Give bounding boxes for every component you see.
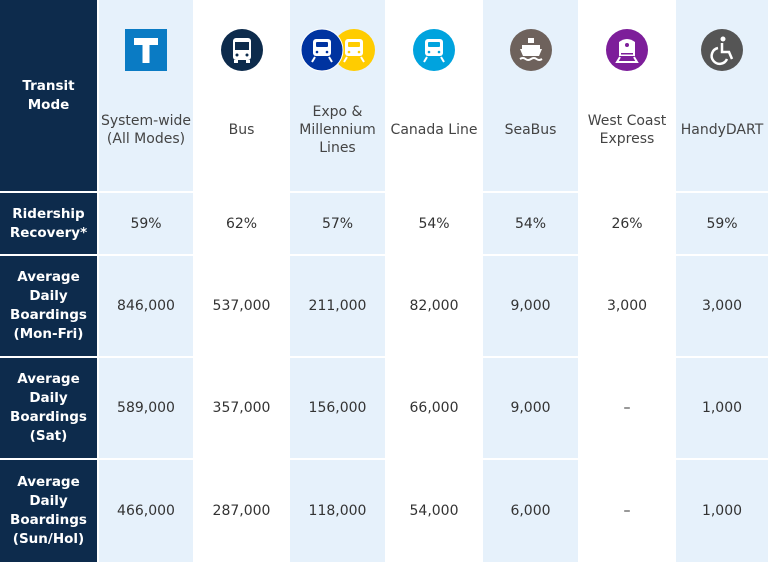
table-row: Average Daily Boardings (Sun/Hol) 466,000… xyxy=(0,459,768,564)
transit-mode-header: Transit Mode xyxy=(0,0,99,193)
row-label: Average Daily Boardings (Sun/Hol) xyxy=(0,459,99,564)
table-cell: 82,000 xyxy=(385,255,483,358)
table-cell: – xyxy=(578,357,676,460)
table-cell: 54% xyxy=(385,192,483,256)
column-header: System-wide (All Modes) xyxy=(98,0,193,193)
table-cell: 26% xyxy=(578,192,676,256)
ferry-icon xyxy=(483,28,578,72)
column-header: West Coast Express xyxy=(578,0,676,193)
table-cell: 59% xyxy=(98,192,193,256)
column-name: System-wide (All Modes) xyxy=(100,113,192,147)
table-cell: 59% xyxy=(676,192,768,256)
column-name: Canada Line xyxy=(390,122,478,138)
train-icon xyxy=(385,28,483,72)
table-cell: 57% xyxy=(290,192,385,256)
table-cell: 211,000 xyxy=(290,255,385,358)
column-name: Expo & Millennium Lines xyxy=(299,104,376,156)
table-cell: 357,000 xyxy=(193,357,290,460)
row-label: Ridership Recovery* xyxy=(0,192,99,256)
column-header: HandyDART xyxy=(676,0,768,193)
row-label: Average Daily Boardings (Mon-Fri) xyxy=(0,255,99,358)
wheelchair-icon xyxy=(676,28,768,72)
column-name: HandyDART xyxy=(680,122,764,138)
table-row: Average Daily Boardings (Mon-Fri) 846,000… xyxy=(0,255,768,358)
column-header: SeaBus xyxy=(483,0,578,193)
table-cell: – xyxy=(578,459,676,564)
table-cell: 9,000 xyxy=(483,255,578,358)
table-cell: 6,000 xyxy=(483,459,578,564)
table-cell: 1,000 xyxy=(676,459,768,564)
table-cell: 54,000 xyxy=(385,459,483,564)
column-header: Expo & Millennium Lines xyxy=(290,0,385,193)
table-cell: 537,000 xyxy=(193,255,290,358)
table-cell: 3,000 xyxy=(578,255,676,358)
column-name: Bus xyxy=(228,122,255,138)
table-row: Ridership Recovery* 59% 62% 57% 54% 54% 26% 59% xyxy=(0,192,768,256)
bus-icon xyxy=(193,28,290,72)
table-cell: 156,000 xyxy=(290,357,385,460)
table-row: Average Daily Boardings (Sat) 589,000 357,… xyxy=(0,357,768,460)
table-cell: 118,000 xyxy=(290,459,385,564)
table-cell: 62% xyxy=(193,192,290,256)
header-row: Transit Mode System-wide (All Modes) Bus E… xyxy=(0,0,768,193)
table-cell: 1,000 xyxy=(676,357,768,460)
table-cell: 66,000 xyxy=(385,357,483,460)
column-header: Bus xyxy=(193,0,290,193)
table-cell: 846,000 xyxy=(98,255,193,358)
table-cell: 54% xyxy=(483,192,578,256)
translink-t-icon xyxy=(99,28,193,72)
row-label: Average Daily Boardings (Sat) xyxy=(0,357,99,460)
column-header: Canada Line xyxy=(385,0,483,193)
column-name: SeaBus xyxy=(504,122,557,138)
column-name: West Coast Express xyxy=(587,113,667,147)
table-cell: 589,000 xyxy=(98,357,193,460)
table-cell: 9,000 xyxy=(483,357,578,460)
table-cell: 287,000 xyxy=(193,459,290,564)
commuter-train-icon xyxy=(578,28,676,72)
table-cell: 3,000 xyxy=(676,255,768,358)
skytrain-icon xyxy=(290,28,385,72)
table-cell: 466,000 xyxy=(98,459,193,564)
